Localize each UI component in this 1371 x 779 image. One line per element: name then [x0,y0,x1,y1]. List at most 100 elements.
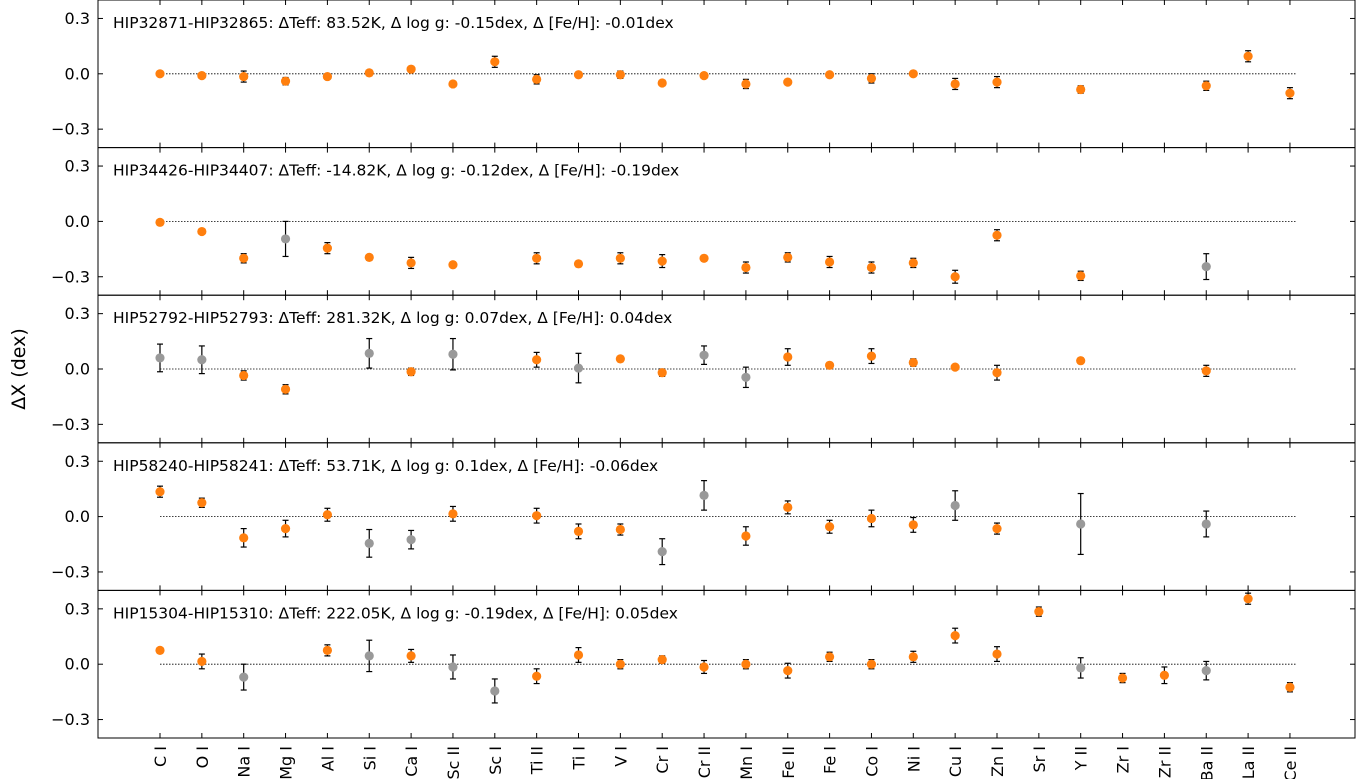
data-point [783,348,793,366]
x-category-label: Fe I [821,746,840,774]
data-point [825,651,835,663]
panel-title: HIP34426-HIP34407: ΔTeff: -14.82K, Δ log… [113,162,679,180]
x-category-label: Si I [360,746,379,770]
point-marker [406,367,416,377]
panel-title: HIP52792-HIP52793: ΔTeff: 281.32K, Δ log… [113,309,672,327]
point-marker [364,538,374,548]
data-point [657,538,667,566]
point-marker [573,259,584,269]
data-point [1076,657,1086,679]
data-point [280,384,291,395]
point-marker [615,659,625,669]
point-marker [155,487,165,497]
point-marker [1285,88,1295,98]
y-tick-label: 0.3 [65,599,90,618]
point-marker [155,217,165,227]
point-marker [1117,673,1128,683]
data-point [532,74,542,85]
data-point [364,68,374,78]
element-x-axis: C I O I Na I Mg I Al I Si I Ca I Sc II Sc I Ti II… [151,746,1300,779]
data-point [364,639,374,673]
data-point [615,252,625,265]
data-point [197,497,207,508]
panel-5: 0.3 0.0 −0.3 HIP15304-HIP15310: ΔTeff: 222.… [51,589,1356,739]
point-marker [783,252,793,262]
data-point [615,70,625,80]
point-marker [783,502,793,512]
point-marker [322,243,332,253]
x-category-label: Zr I [1114,746,1133,773]
data-point [783,662,793,679]
point-marker [950,272,960,282]
point-marker [364,68,374,78]
data-point [532,507,542,524]
x-category-label: Ti II [528,746,547,775]
point-marker [825,70,835,80]
y-tick-label: −0.3 [51,415,90,434]
data-point [866,509,877,528]
data-point [532,351,542,368]
y-tick-label: −0.3 [51,562,90,581]
point-marker [1076,519,1086,529]
point-marker [197,71,207,81]
x-category-label: Sc I [486,746,505,775]
data-point [950,77,960,91]
point-marker [197,355,207,365]
point-marker [1243,594,1253,604]
point-marker [322,510,332,520]
data-point [950,269,960,284]
point-marker [992,230,1002,240]
data-point [322,71,332,82]
data-point [741,526,751,546]
point-marker [1076,663,1086,673]
data-point [657,78,667,88]
point-marker [239,672,249,682]
point-marker [490,686,500,696]
point-marker [448,349,458,359]
data-point [448,337,458,371]
point-marker [239,533,249,543]
data-point [825,519,835,534]
point-marker [448,260,458,270]
data-point [741,261,751,274]
point-marker [280,76,291,86]
point-marker [992,523,1002,534]
point-marker [155,69,165,79]
data-point [364,337,374,369]
data-point [783,500,793,515]
point-marker [825,257,835,267]
data-point [448,505,458,522]
point-marker [741,262,751,273]
data-point [406,648,416,663]
data-point [908,257,918,269]
point-marker [657,654,667,665]
point-marker [155,645,165,655]
point-marker [741,372,751,382]
point-marker [239,253,249,263]
data-point [992,364,1002,381]
point-marker [699,490,709,500]
x-category-label: Cu I [946,746,965,777]
data-point [950,627,960,644]
data-point [1285,682,1295,693]
data-point [992,75,1002,89]
data-point [490,55,500,68]
data-point [364,528,374,558]
point-marker [908,258,918,268]
point-marker [1159,670,1169,680]
x-category-label: Fe II [779,746,798,779]
data-point [1201,253,1211,281]
y-tick-label: 0.3 [65,304,90,323]
data-point [741,658,751,670]
data-point [1076,84,1086,95]
point-marker [866,351,877,361]
point-marker [406,64,416,74]
point-marker [364,348,374,358]
data-point [448,260,458,270]
data-point [866,261,877,274]
data-point [322,242,332,255]
point-marker [532,253,542,263]
data-point [1201,510,1211,538]
data-point [699,480,709,511]
point-marker [783,666,793,676]
